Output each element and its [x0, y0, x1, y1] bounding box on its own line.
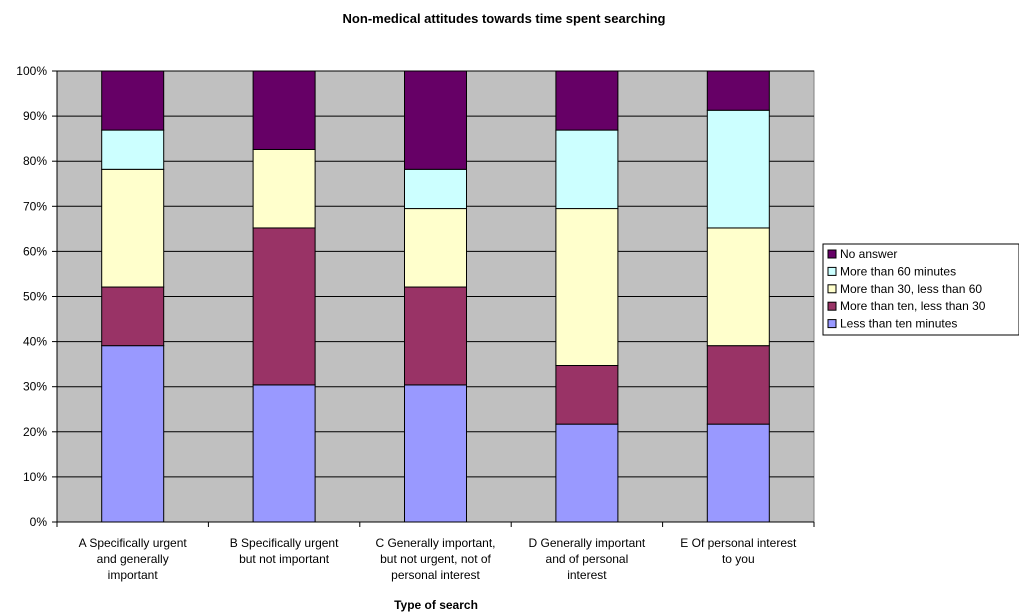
y-tick-label: 60%	[23, 244, 47, 258]
category-label: C Generally important, but not urgent, no…	[375, 536, 495, 582]
x-axis-title: Type of search	[394, 598, 478, 612]
legend-label: More than ten, less than 30	[840, 299, 986, 313]
bar-segment	[404, 70, 467, 170]
bar-segment	[404, 168, 467, 210]
bar-segment	[101, 345, 165, 523]
chart-title: Non-medical attitudes towards time spent…	[343, 11, 666, 26]
legend-swatch	[827, 249, 837, 259]
bar-segment	[555, 129, 619, 210]
bar-segment	[101, 286, 165, 347]
y-tick-label: 20%	[23, 425, 47, 439]
category-label: E Of personal interest to you	[680, 536, 797, 566]
bar-segment	[252, 148, 316, 229]
bar-segment	[252, 227, 316, 386]
bar-segment	[252, 384, 316, 523]
bar-segment	[555, 423, 619, 523]
legend-label: Less than ten minutes	[840, 317, 957, 331]
category-label: D Generally important and of personal inte…	[529, 536, 646, 582]
bar-segment	[706, 345, 770, 425]
category-label: B Specifically urgent but not important	[230, 536, 339, 566]
bar-segment	[252, 70, 316, 150]
bar-segment	[555, 208, 619, 367]
y-tick-label: 80%	[23, 154, 47, 168]
bar-segment	[706, 70, 770, 111]
legend-label: More than 60 minutes	[840, 264, 956, 278]
legend-label: More than 30, less than 60	[840, 282, 982, 296]
category-labels: A Specifically urgent and generally import…	[79, 536, 797, 582]
legend-swatch	[827, 266, 837, 276]
bar-segment	[404, 208, 467, 288]
legend: No answer More than 60 minutes More than 3…	[822, 243, 1019, 336]
legend-swatch	[827, 319, 837, 329]
bar-segment	[101, 168, 165, 288]
bar-segment	[555, 365, 619, 425]
bar-segment	[706, 109, 770, 229]
legend-box	[822, 243, 1019, 336]
bar-segment	[706, 227, 770, 347]
y-tick-label: 0%	[30, 515, 48, 529]
legend-swatch	[827, 301, 837, 311]
y-tick-label: 40%	[23, 335, 47, 349]
legend-label: No answer	[840, 247, 897, 261]
bar-segment	[101, 129, 165, 170]
bar-segment	[101, 70, 165, 131]
bar-segment	[555, 70, 619, 131]
bar-segment	[404, 384, 467, 523]
legend-swatch	[827, 284, 837, 294]
category-label: A Specifically urgent and generally import…	[79, 536, 188, 582]
y-tick-label: 30%	[23, 380, 47, 394]
y-tick-label: 100%	[16, 64, 47, 78]
y-tick-label: 90%	[23, 109, 47, 123]
bar-segment	[404, 286, 467, 386]
plot-area: 0% 10% 20% 30% 40% 50% 60% 70% 80% 90% 100%	[16, 64, 815, 529]
y-tick-label: 70%	[23, 199, 47, 213]
y-tick-label: 50%	[23, 290, 47, 304]
bar-segment	[706, 423, 770, 523]
y-tick-label: 10%	[23, 470, 47, 484]
